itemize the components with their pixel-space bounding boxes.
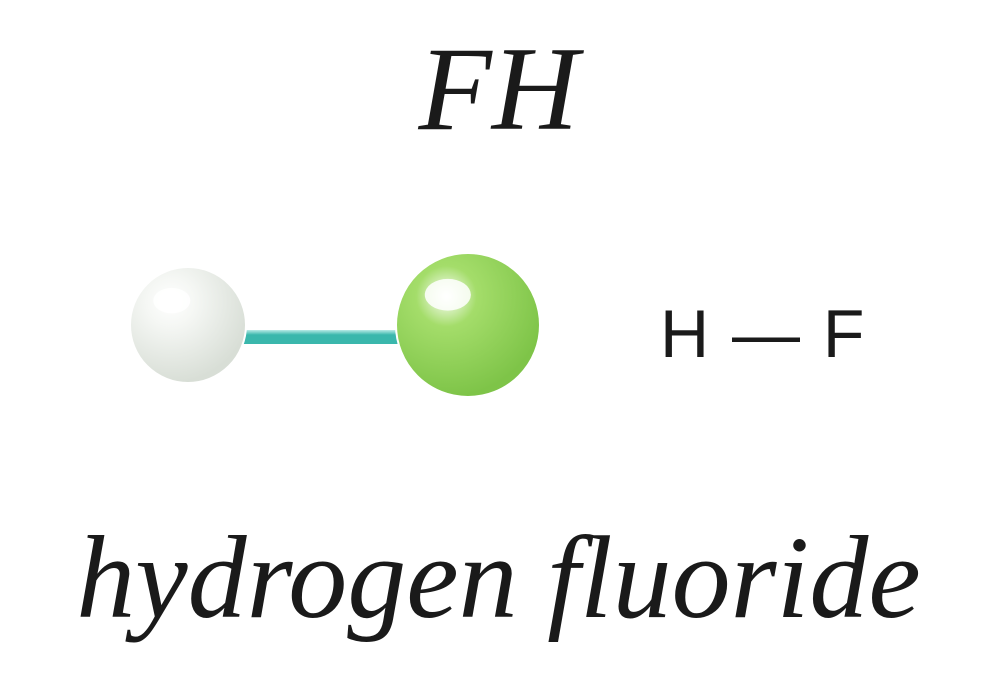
formula-title: FH: [0, 20, 997, 158]
molecule-model: [120, 235, 550, 415]
atom-highlight-F: [425, 279, 471, 311]
structural-formula: H — F: [660, 295, 866, 373]
atom-F: [396, 253, 540, 397]
atom-H: [130, 267, 246, 383]
molecule-name: hydrogen fluoride: [0, 510, 997, 646]
atom-highlight-H: [153, 288, 190, 314]
molecule-svg: [120, 235, 550, 415]
